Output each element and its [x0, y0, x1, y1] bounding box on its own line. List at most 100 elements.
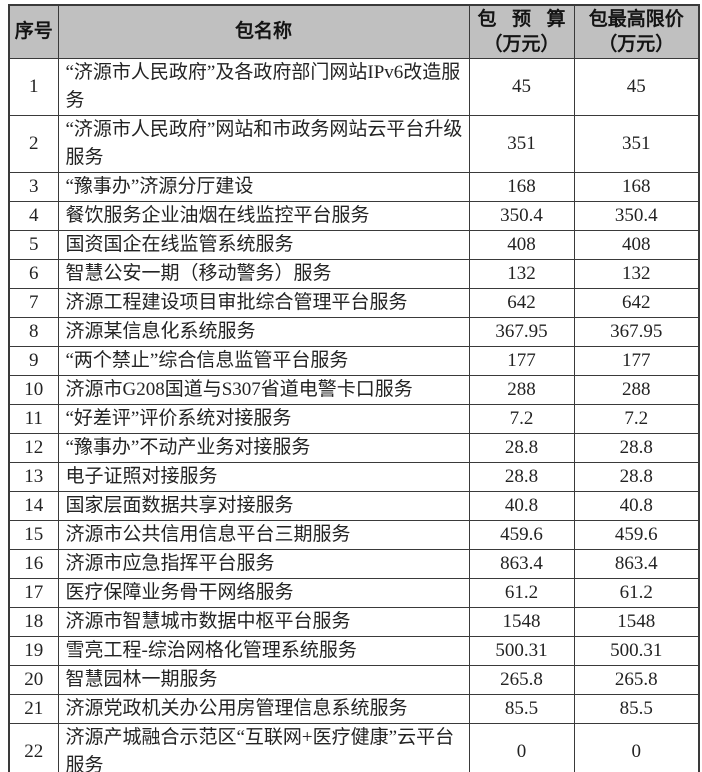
package-name-cell: “好差评”评价系统对接服务: [57, 404, 470, 434]
package-name-cell: 国家层面数据共享对接服务: [57, 491, 470, 521]
table-row: 10 济源市G208国道与S307省道电警卡口服务 288 288: [8, 375, 700, 405]
serial-number-cell: 15: [8, 520, 59, 550]
package-name-cell: “济源市人民政府”及各政府部门网站IPv6改造服务: [57, 58, 470, 116]
package-name-cell: 济源市智慧城市数据中枢平台服务: [57, 607, 470, 637]
package-name-cell: “济源市人民政府”网站和市政务网站云平台升级服务: [57, 115, 470, 173]
table-row: 22 济源产城融合示范区“互联网+医疗健康”云平台服务 0 0: [8, 723, 700, 772]
max-price-cell: 642: [573, 288, 700, 318]
table-row: 2 “济源市人民政府”网站和市政务网站云平台升级服务 351 351: [8, 115, 700, 173]
table-row: 9 “两个禁止”综合信息监管平台服务 177 177: [8, 346, 700, 376]
package-budget-cell: 350.4: [468, 201, 575, 231]
package-budget-cell: 459.6: [468, 520, 575, 550]
table-row: 14 国家层面数据共享对接服务 40.8 40.8: [8, 491, 700, 521]
max-price-cell: 132: [573, 259, 700, 289]
table-row: 12 “豫事办”不动产业务对接服务 28.8 28.8: [8, 433, 700, 463]
package-budget-cell: 85.5: [468, 694, 575, 724]
table-row: 15 济源市公共信用信息平台三期服务 459.6 459.6: [8, 520, 700, 550]
max-price-cell: 40.8: [573, 491, 700, 521]
header-package-name: 包名称: [57, 4, 470, 59]
max-price-cell: 177: [573, 346, 700, 376]
table-row: 3 “豫事办”济源分厅建设 168 168: [8, 172, 700, 202]
table-row: 11 “好差评”评价系统对接服务 7.2 7.2: [8, 404, 700, 434]
serial-number-cell: 7: [8, 288, 59, 318]
package-name-cell: 济源市公共信用信息平台三期服务: [57, 520, 470, 550]
package-budget-cell: 500.31: [468, 636, 575, 666]
max-price-cell: 351: [573, 115, 700, 173]
package-budget-cell: 28.8: [468, 433, 575, 463]
serial-number-cell: 14: [8, 491, 59, 521]
max-price-cell: 28.8: [573, 433, 700, 463]
max-price-cell: 863.4: [573, 549, 700, 579]
package-budget-cell: 28.8: [468, 462, 575, 492]
package-name-cell: 济源市应急指挥平台服务: [57, 549, 470, 579]
package-budget-cell: 367.95: [468, 317, 575, 347]
package-budget-cell: 642: [468, 288, 575, 318]
header-package-budget: 包 预 算 （万元）: [468, 4, 575, 59]
header-max-price: 包最高限价 （万元）: [573, 4, 700, 59]
max-price-cell: 265.8: [573, 665, 700, 695]
max-price-cell: 459.6: [573, 520, 700, 550]
serial-number-cell: 2: [8, 115, 59, 173]
max-price-cell: 7.2: [573, 404, 700, 434]
package-budget-cell: 7.2: [468, 404, 575, 434]
package-name-cell: 智慧园林一期服务: [57, 665, 470, 695]
table-row: 7 济源工程建设项目审批综合管理平台服务 642 642: [8, 288, 700, 318]
serial-number-cell: 1: [8, 58, 59, 116]
serial-number-cell: 22: [8, 723, 59, 772]
header-row: 序号 包名称 包 预 算 （万元） 包最高限价 （万元）: [8, 4, 700, 59]
serial-number-cell: 10: [8, 375, 59, 405]
table-row: 17 医疗保障业务骨干网络服务 61.2 61.2: [8, 578, 700, 608]
package-name-cell: 智慧公安一期（移动警务）服务: [57, 259, 470, 289]
table-row: 1 “济源市人民政府”及各政府部门网站IPv6改造服务 45 45: [8, 58, 700, 116]
table-row: 8 济源某信息化系统服务 367.95 367.95: [8, 317, 700, 347]
package-name-cell: 济源市G208国道与S307省道电警卡口服务: [57, 375, 470, 405]
serial-number-cell: 18: [8, 607, 59, 637]
package-name-cell: “豫事办”不动产业务对接服务: [57, 433, 470, 463]
max-price-cell: 367.95: [573, 317, 700, 347]
package-name-cell: 济源工程建设项目审批综合管理平台服务: [57, 288, 470, 318]
package-name-cell: 济源党政机关办公用房管理信息系统服务: [57, 694, 470, 724]
header-package-budget-unit: （万元）: [483, 34, 560, 55]
package-budget-cell: 0: [468, 723, 575, 772]
serial-number-cell: 5: [8, 230, 59, 260]
table-row: 5 国资国企在线监管系统服务 408 408: [8, 230, 700, 260]
package-budget-cell: 265.8: [468, 665, 575, 695]
table-row: 19 雪亮工程-综治网格化管理系统服务 500.31 500.31: [8, 636, 700, 666]
max-price-cell: 168: [573, 172, 700, 202]
table-row: 6 智慧公安一期（移动警务）服务 132 132: [8, 259, 700, 289]
procurement-package-table: 序号 包名称 包 预 算 （万元） 包最高限价 （万元） 1 “济源市人民政府”…: [8, 4, 700, 772]
table-row: 20 智慧园林一期服务 265.8 265.8: [8, 665, 700, 695]
table-row: 21 济源党政机关办公用房管理信息系统服务 85.5 85.5: [8, 694, 700, 724]
package-budget-cell: 40.8: [468, 491, 575, 521]
max-price-cell: 45: [573, 58, 700, 116]
package-name-cell: “两个禁止”综合信息监管平台服务: [57, 346, 470, 376]
serial-number-cell: 13: [8, 462, 59, 492]
max-price-cell: 1548: [573, 607, 700, 637]
max-price-cell: 350.4: [573, 201, 700, 231]
package-budget-cell: 863.4: [468, 549, 575, 579]
max-price-cell: 408: [573, 230, 700, 260]
table-row: 13 电子证照对接服务 28.8 28.8: [8, 462, 700, 492]
max-price-cell: 0: [573, 723, 700, 772]
package-name-cell: “豫事办”济源分厅建设: [57, 172, 470, 202]
serial-number-cell: 3: [8, 172, 59, 202]
package-name-cell: 济源产城融合示范区“互联网+医疗健康”云平台服务: [57, 723, 470, 772]
serial-number-cell: 16: [8, 549, 59, 579]
serial-number-cell: 21: [8, 694, 59, 724]
package-budget-cell: 61.2: [468, 578, 575, 608]
package-name-cell: 餐饮服务企业油烟在线监控平台服务: [57, 201, 470, 231]
header-max-price-line1: 包最高限价: [588, 9, 684, 30]
package-budget-cell: 132: [468, 259, 575, 289]
package-name-cell: 济源某信息化系统服务: [57, 317, 470, 347]
header-max-price-unit: （万元）: [598, 34, 675, 55]
package-budget-cell: 408: [468, 230, 575, 260]
serial-number-cell: 6: [8, 259, 59, 289]
max-price-cell: 85.5: [573, 694, 700, 724]
table-row: 18 济源市智慧城市数据中枢平台服务 1548 1548: [8, 607, 700, 637]
package-budget-cell: 45: [468, 58, 575, 116]
header-serial-number: 序号: [8, 4, 59, 59]
max-price-cell: 288: [573, 375, 700, 405]
package-budget-cell: 168: [468, 172, 575, 202]
max-price-cell: 61.2: [573, 578, 700, 608]
